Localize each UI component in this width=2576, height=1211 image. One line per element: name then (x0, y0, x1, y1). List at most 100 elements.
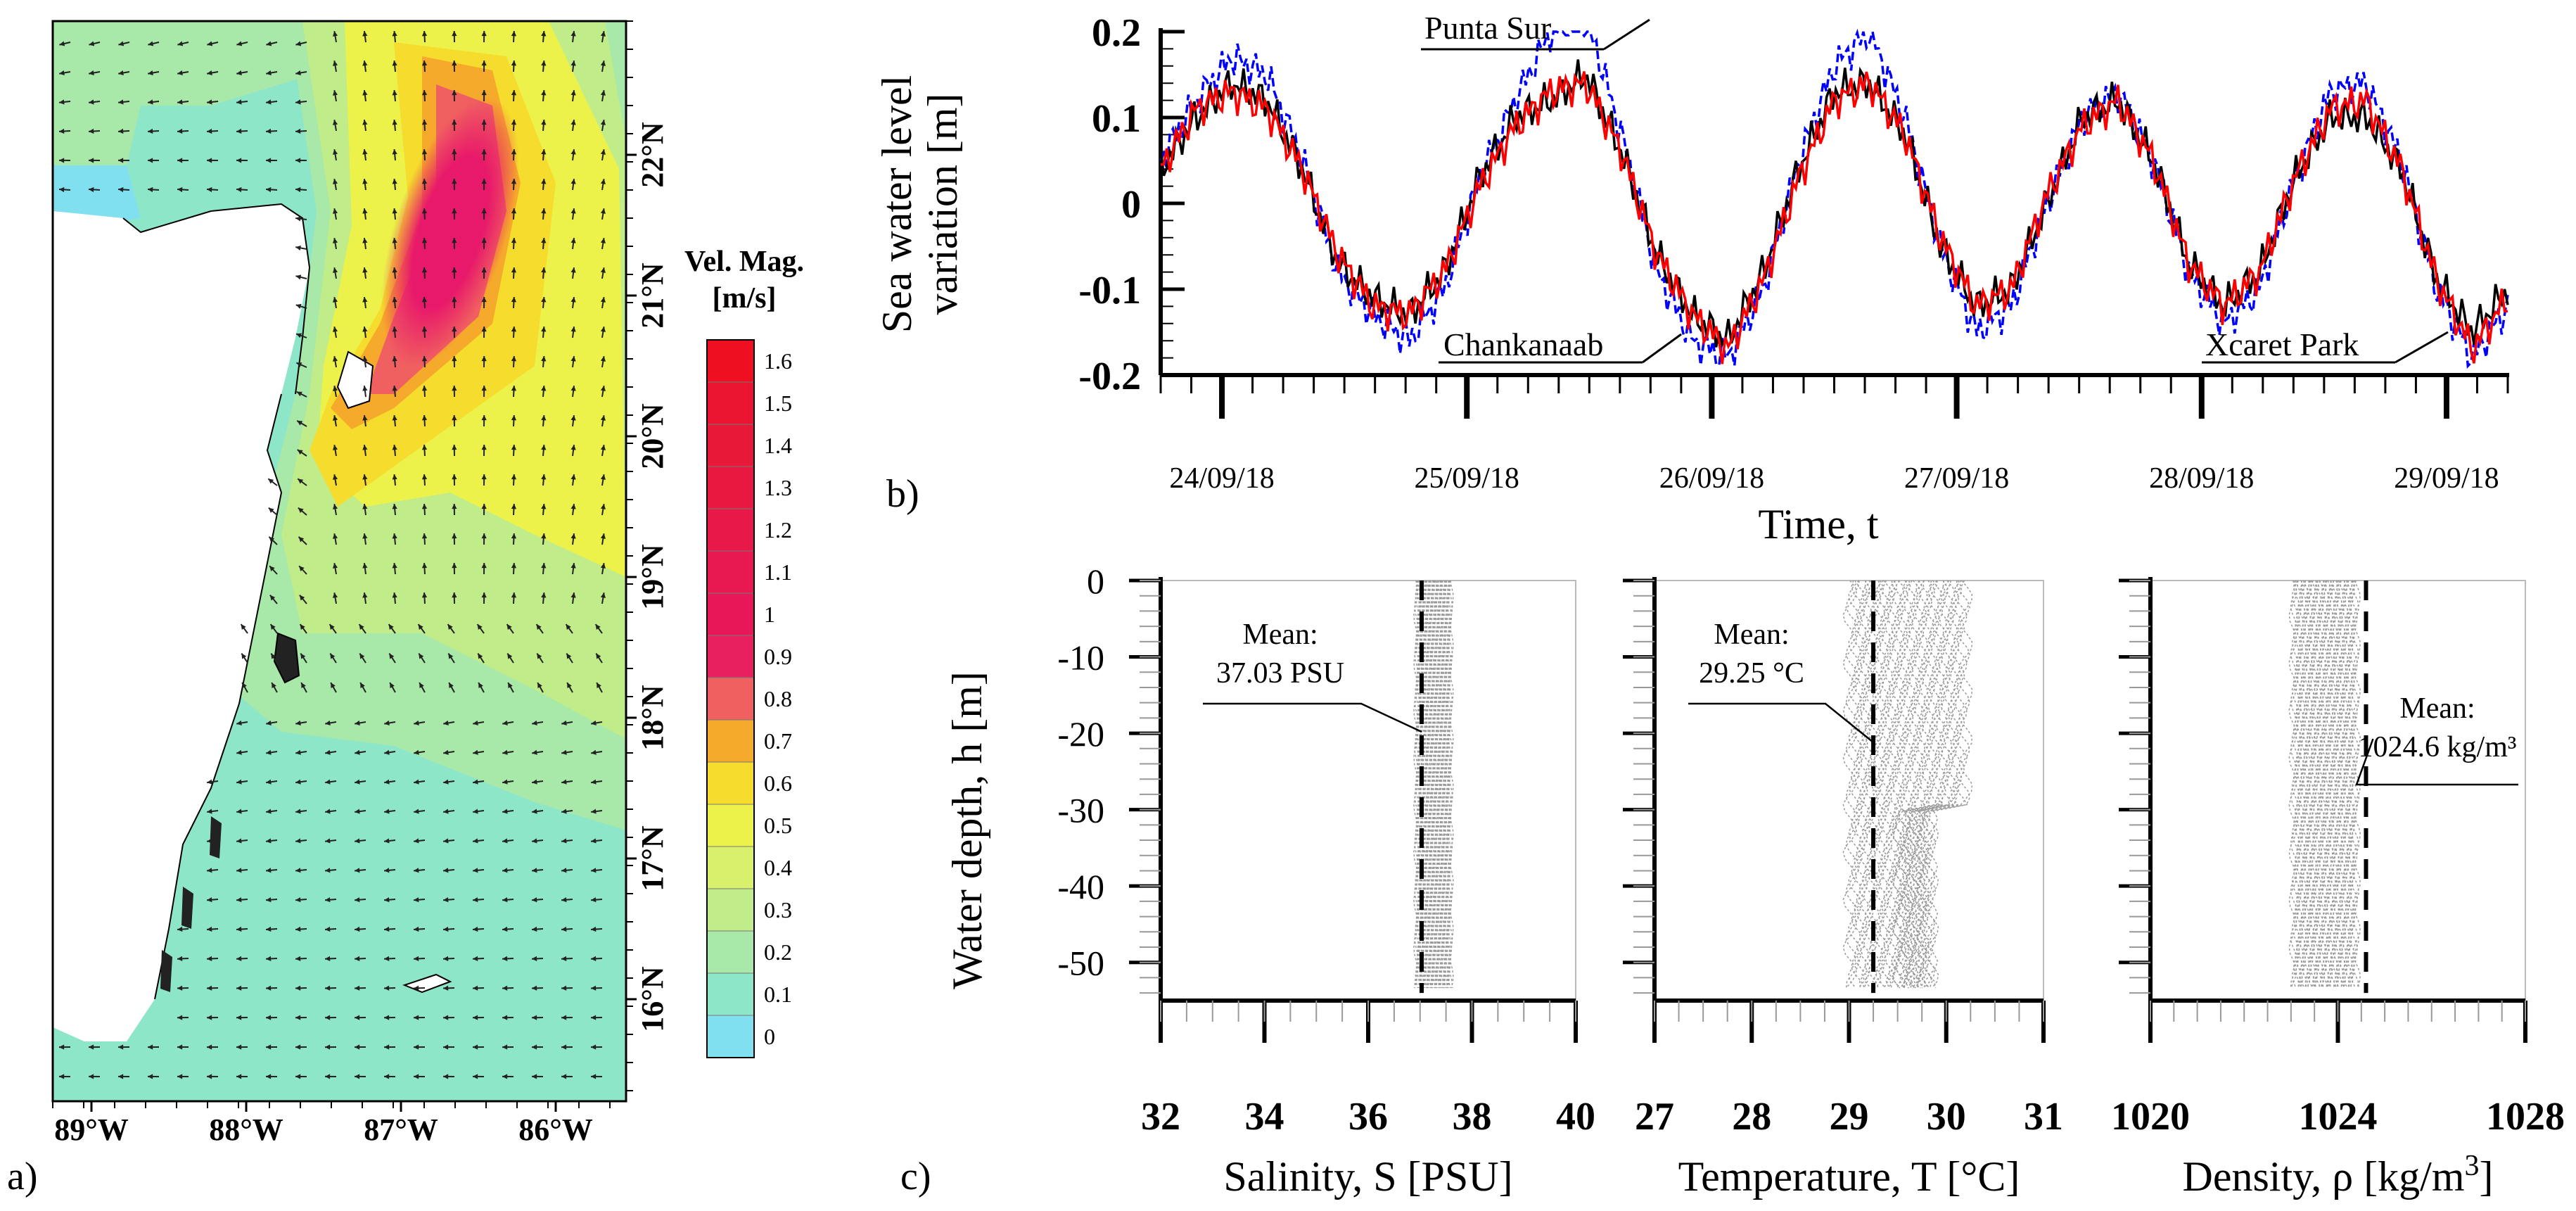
current-arrow-head (355, 720, 360, 726)
current-arrow-head (452, 563, 457, 569)
profile-y-tick-label: -50 (1057, 944, 1104, 983)
current-arrow-head (118, 1074, 124, 1079)
current-arrow-head (532, 985, 537, 991)
current-arrow-head (452, 533, 457, 539)
current-arrow-head (600, 326, 606, 332)
current-arrow-head (570, 533, 576, 539)
profile-cast (2339, 580, 2347, 989)
profile-cast (2347, 580, 2357, 989)
legend-swatch (706, 677, 755, 721)
current-arrow-head (421, 31, 428, 37)
sea-level-series-line (1159, 28, 2509, 369)
current-arrow-head (362, 179, 368, 184)
current-arrow-head (392, 563, 397, 569)
current-arrow-head (561, 720, 567, 726)
current-arrow-head (473, 868, 478, 873)
legend-swatch (706, 508, 755, 552)
current-arrow-head (443, 1044, 449, 1050)
current-arrow-head (89, 99, 94, 105)
profile-cast (2338, 580, 2347, 989)
current-arrow-head (295, 1074, 301, 1079)
current-arrow-head (443, 897, 449, 903)
profile-y-tick-label: -20 (1057, 714, 1104, 754)
current-arrow-head (536, 624, 542, 630)
current-arrow-head (325, 838, 331, 844)
current-arrow-head (332, 386, 338, 391)
current-arrow-head (329, 624, 335, 630)
current-arrow-head (236, 809, 242, 814)
current-arrow-head (511, 120, 517, 125)
legend-colorbar: 0 0.1 0.2 0.3 0.4 0.5 0.6 0.7 0.8 0.9 1 1.1 1.2 1.3 1.… (706, 339, 792, 1058)
current-arrow-head (591, 749, 597, 755)
legend-level-label: 0.3 (764, 897, 792, 922)
current-arrow-head (207, 99, 212, 105)
current-arrow-head (266, 70, 272, 76)
current-arrow-head (272, 683, 276, 689)
current-arrow-head (236, 128, 242, 134)
current-arrow-head (332, 326, 338, 332)
profile-x-tick-label: 30 (1927, 1095, 1966, 1139)
profile-cast (1442, 580, 1448, 989)
map-x-tick-label: 88°W (209, 1112, 283, 1147)
current-arrow-head (236, 720, 242, 726)
current-arrow-head (421, 61, 428, 66)
current-arrow-head (541, 31, 547, 37)
legend-level-label: 0.2 (764, 939, 792, 965)
current-arrow-head (481, 474, 487, 480)
current-arrow-head (502, 749, 508, 755)
current-arrow-head (561, 838, 567, 844)
profile-y-tick-label: -10 (1057, 638, 1104, 678)
current-arrow-head (591, 956, 597, 962)
profile-cast (2312, 580, 2321, 989)
legend-level-label: 0.4 (764, 855, 792, 880)
current-arrow-head (414, 1044, 419, 1050)
current-arrow-head (532, 720, 537, 726)
profile-cast (1854, 580, 1868, 989)
legend-title: Vel. Mag. (684, 246, 804, 278)
current-arrow-head (570, 179, 576, 184)
current-arrow-head (570, 31, 576, 37)
current-arrow-head (384, 1015, 390, 1020)
profile-cast (1420, 580, 1426, 989)
current-arrow-head (443, 809, 449, 814)
current-arrow-head (511, 149, 517, 155)
current-arrow-head (362, 238, 368, 243)
current-arrow-head (591, 809, 597, 814)
current-arrow-head (266, 99, 272, 105)
profile-cast (1415, 580, 1420, 989)
current-arrow-head (177, 926, 183, 932)
current-arrow-head (384, 1074, 390, 1079)
current-arrow-head (414, 897, 419, 903)
current-arrow-head (452, 149, 457, 155)
legend-level-label: 1 (764, 602, 775, 627)
current-arrow-head (414, 749, 419, 755)
current-arrow-head (532, 1044, 537, 1050)
profile-cast (1430, 580, 1436, 989)
current-arrow-head (89, 128, 94, 134)
current-arrow-head (299, 566, 305, 571)
current-arrow-head (207, 868, 212, 873)
current-arrow-head (362, 326, 368, 332)
current-arrow-head (362, 90, 368, 96)
profile-cast (1850, 580, 1866, 989)
current-arrow-head (591, 897, 597, 903)
current-arrow-head (236, 838, 242, 844)
current-arrow-head (421, 297, 428, 303)
current-arrow-head (207, 70, 212, 76)
current-arrow-head (541, 179, 547, 184)
current-arrow-head (541, 504, 547, 509)
current-arrow-head (59, 70, 65, 76)
current-arrow-head (537, 653, 542, 659)
current-arrow-head (597, 683, 601, 689)
current-arrow-head (266, 779, 272, 785)
current-arrow-head (532, 1015, 537, 1020)
current-arrow-head (266, 128, 272, 134)
current-arrow-head (207, 956, 212, 962)
current-arrow-head (118, 158, 124, 163)
current-arrow-head (414, 720, 419, 726)
current-arrow-head (481, 297, 487, 303)
map-x-tick-label: 89°W (54, 1112, 129, 1147)
current-arrow-head (452, 504, 457, 509)
current-arrow-head (390, 683, 395, 689)
current-arrow-head (600, 267, 606, 273)
